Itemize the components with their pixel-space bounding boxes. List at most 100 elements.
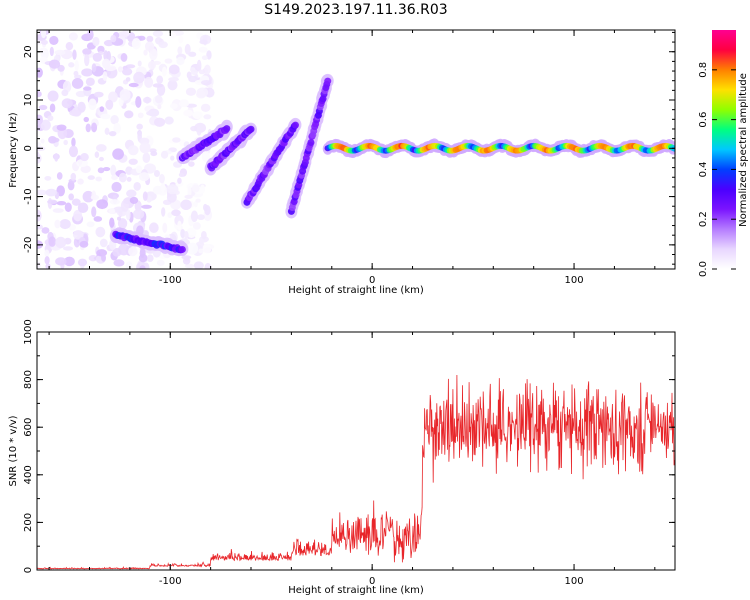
heatmap-noise-cell bbox=[80, 153, 89, 162]
heatmap-noise-cell bbox=[167, 79, 178, 91]
heatmap-noise-cell bbox=[201, 151, 210, 162]
heatmap-noise-cell bbox=[55, 257, 67, 266]
heatmap-noise-cell bbox=[133, 182, 141, 191]
colorbar-tick-label: 0.2 bbox=[698, 211, 709, 227]
heatmap-noise-cell bbox=[183, 231, 189, 239]
heatmap-noise-cell bbox=[103, 39, 114, 47]
heatmap-noise-cell bbox=[86, 221, 95, 228]
heatmap-noise-cell bbox=[172, 137, 181, 143]
heatmap-noise-cell bbox=[199, 39, 208, 45]
snr-x-tick-label: -100 bbox=[159, 576, 182, 587]
snr-series-line bbox=[37, 374, 675, 570]
heatmap-streak-cell bbox=[178, 245, 186, 253]
heatmap-noise-cell bbox=[47, 199, 58, 204]
snr-y-axis-label: SNR (10 * v/v) bbox=[8, 415, 19, 486]
heatmap-noise-cell bbox=[102, 166, 111, 172]
heatmap-noise-cell bbox=[67, 180, 75, 191]
heatmap-noise-cell bbox=[49, 35, 59, 45]
heatmap-noise-cell bbox=[48, 59, 61, 69]
heatmap-noise-cell bbox=[91, 190, 97, 200]
snr-x-axis-label: Height of straight line (km) bbox=[288, 585, 424, 596]
heatmap-noise-cell bbox=[44, 175, 52, 181]
heatmap-noise-cell bbox=[161, 207, 166, 217]
heatmap-noise-cell bbox=[110, 34, 117, 43]
heatmap-noise-cell bbox=[112, 148, 124, 160]
heatmap-noise-cell bbox=[73, 209, 83, 222]
heatmap-noise-cell bbox=[139, 142, 151, 154]
heatmap-noise-cell bbox=[52, 208, 64, 213]
heatmap-noise-cell bbox=[137, 35, 146, 41]
heatmap-noise-cell bbox=[126, 189, 137, 198]
heatmap-noise-cell bbox=[48, 236, 56, 247]
heatmap-noise-cell bbox=[94, 151, 100, 159]
heatmap-noise-cell bbox=[68, 32, 78, 41]
heatmap-noise-cell bbox=[186, 71, 192, 79]
heatmap-noise-cell bbox=[200, 230, 207, 240]
heatmap-noise-cell bbox=[91, 122, 98, 133]
heatmap-noise-cell bbox=[49, 46, 54, 57]
heatmap-noise-cell bbox=[117, 216, 122, 221]
heatmap-noise-cell bbox=[198, 46, 208, 53]
heatmap-noise-cell bbox=[63, 246, 74, 251]
heatmap-noise-cell bbox=[157, 104, 162, 110]
heatmap-noise-cell bbox=[37, 142, 41, 147]
heatmap-noise-cell bbox=[152, 185, 163, 195]
heatmap-noise-cell bbox=[83, 116, 90, 123]
heatmap-noise-cell bbox=[164, 116, 174, 125]
heatmap-noise-cell bbox=[82, 48, 92, 55]
heatmap-noise-cell bbox=[80, 165, 91, 174]
heatmap-noise-cell bbox=[40, 119, 51, 131]
heatmap-noise-cell bbox=[188, 51, 197, 57]
heatmap-noise-cell bbox=[101, 254, 107, 262]
heatmap-streak-cell bbox=[247, 125, 255, 133]
heatmap-noise-cell bbox=[110, 114, 119, 125]
heatmap-noise-cell bbox=[87, 30, 94, 40]
heatmap-noise-cell bbox=[141, 204, 152, 209]
heatmap-noise-cell bbox=[109, 199, 120, 205]
heatmap-y-tick-label: 20 bbox=[23, 45, 34, 58]
heatmap-x-tick-label: 100 bbox=[565, 275, 584, 286]
heatmap-noise-cell bbox=[135, 165, 143, 174]
heatmap-noise-cell bbox=[166, 184, 179, 195]
heatmap-noise-cell bbox=[184, 194, 193, 199]
heatmap-noise-cell bbox=[202, 243, 212, 254]
snr-x-tick-label: 0 bbox=[369, 576, 375, 587]
heatmap-noise-cell bbox=[187, 186, 192, 198]
heatmap-noise-cell bbox=[195, 198, 201, 203]
heatmap-streak-cell bbox=[223, 125, 231, 133]
heatmap-marks bbox=[37, 30, 675, 269]
heatmap-noise-cell bbox=[152, 30, 164, 37]
heatmap-noise-cell bbox=[168, 64, 180, 75]
heatmap-noise-cell bbox=[99, 106, 105, 112]
heatmap-noise-cell bbox=[123, 199, 131, 204]
heatmap-noise-cell bbox=[47, 115, 54, 122]
snr-y-tick-label: 0 bbox=[23, 567, 34, 573]
heatmap-noise-cell bbox=[77, 101, 86, 113]
heatmap-noise-cell bbox=[169, 32, 177, 39]
heatmap-noise-cell bbox=[154, 117, 166, 127]
heatmap-noise-cell bbox=[200, 103, 211, 112]
heatmap-noise-cell bbox=[103, 50, 109, 61]
heatmap-noise-cell bbox=[47, 90, 59, 102]
heatmap-noise-cell bbox=[61, 89, 69, 97]
heatmap-y-tick-label: -20 bbox=[23, 237, 34, 253]
heatmap-noise-cell bbox=[175, 181, 184, 188]
heatmap-noise-cell bbox=[77, 258, 88, 267]
heatmap-noise-cell bbox=[51, 137, 60, 143]
heatmap-noise-cell bbox=[105, 99, 114, 110]
heatmap-noise-cell bbox=[125, 64, 136, 69]
heatmap-noise-cell bbox=[118, 243, 130, 256]
heatmap-streak-cell bbox=[291, 121, 299, 129]
heatmap-noise-cell bbox=[203, 64, 211, 75]
heatmap-noise-cell bbox=[93, 91, 104, 98]
heatmap-noise-cell bbox=[125, 261, 133, 269]
heatmap-noise-cell bbox=[204, 262, 212, 269]
heatmap-noise-cell bbox=[113, 122, 121, 134]
heatmap-noise-cell bbox=[102, 58, 111, 69]
heatmap-noise-cell bbox=[185, 87, 197, 96]
colorbar-tick-label: 0.8 bbox=[698, 62, 709, 78]
heatmap-noise-cell bbox=[146, 35, 154, 43]
heatmap-noise-cell bbox=[188, 161, 195, 167]
heatmap-noise-cell bbox=[149, 222, 159, 234]
